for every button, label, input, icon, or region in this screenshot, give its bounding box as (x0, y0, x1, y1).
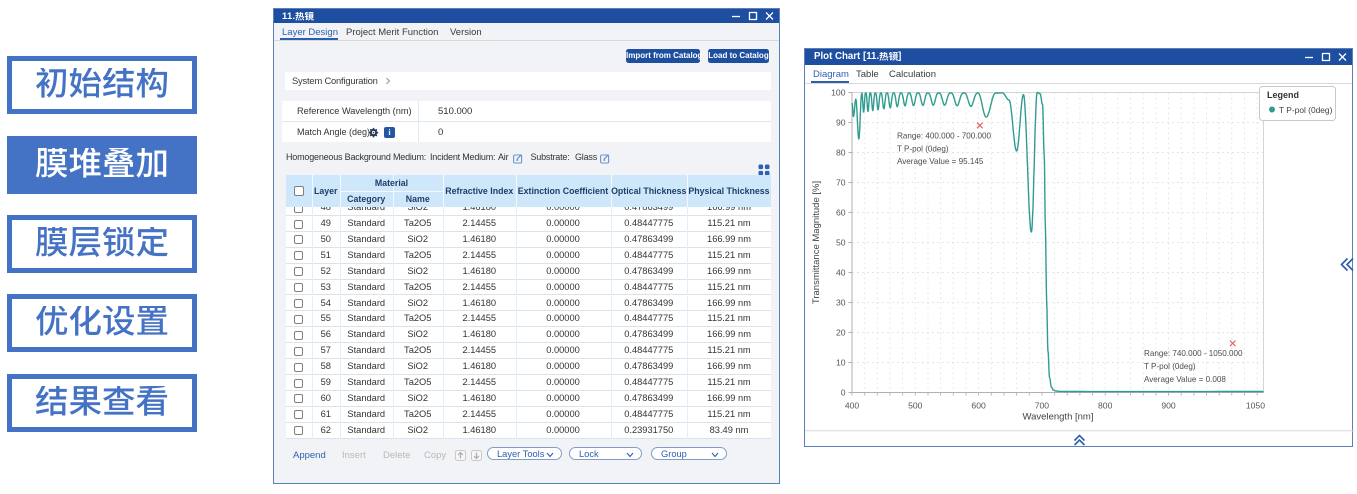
svg-text:Range: 400.000 - 700.000: Range: 400.000 - 700.000 (897, 132, 992, 141)
svg-text:10: 10 (836, 358, 846, 368)
svg-text:100: 100 (831, 88, 846, 98)
svg-text:40: 40 (836, 268, 846, 278)
svg-text:Average Value = 0.008: Average Value = 0.008 (1144, 375, 1226, 384)
svg-text:500: 500 (908, 401, 923, 411)
svg-text:80: 80 (836, 148, 846, 158)
svg-text:800: 800 (1098, 401, 1113, 411)
svg-text:900: 900 (1161, 401, 1176, 411)
svg-text:60: 60 (836, 208, 846, 218)
svg-text:50: 50 (836, 238, 846, 248)
svg-text:Legend: Legend (1267, 90, 1299, 100)
svg-text:700: 700 (1035, 401, 1050, 411)
svg-text:Wavelength [nm]: Wavelength [nm] (1023, 412, 1094, 423)
svg-text:Range: 740.000 - 1050.000: Range: 740.000 - 1050.000 (1144, 349, 1243, 358)
svg-text:90: 90 (836, 118, 846, 128)
svg-text:0: 0 (841, 388, 846, 398)
svg-text:30: 30 (836, 298, 846, 308)
svg-text:T P-pol (0deg): T P-pol (0deg) (1144, 362, 1196, 371)
svg-text:400: 400 (845, 401, 860, 411)
svg-text:Average Value = 95.145: Average Value = 95.145 (897, 157, 984, 166)
svg-text:20: 20 (836, 328, 846, 338)
svg-text:T P-pol (0deg): T P-pol (0deg) (1279, 105, 1333, 115)
svg-text:T P-pol (0deg): T P-pol (0deg) (897, 144, 949, 153)
svg-text:1050: 1050 (1246, 401, 1265, 411)
svg-text:70: 70 (836, 178, 846, 188)
svg-text:600: 600 (971, 401, 986, 411)
svg-text:Transmittance Magnitude [%]: Transmittance Magnitude [%] (811, 181, 822, 304)
